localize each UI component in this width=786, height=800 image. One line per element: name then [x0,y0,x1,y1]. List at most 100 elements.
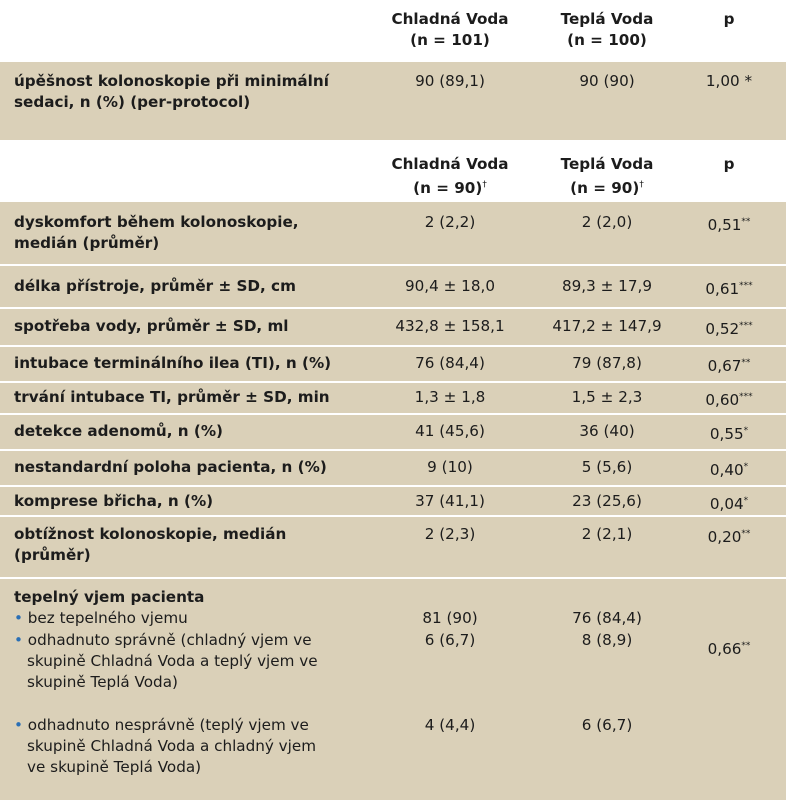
header2-col-cold-n: (n = 90)† [370,175,530,199]
p-mark: ** [741,358,751,368]
p-mark: * [743,496,749,506]
row-instrument-length: délka přístroje, průměr ± SD, cm 90,4 ± … [0,266,786,307]
cell-warm: 23 (25,6) [572,492,642,510]
cell-cold: 4 (4,4) [424,716,476,734]
row-label-line: sedaci, n (%) (per-protocol) [14,93,251,111]
p-value: 0,55 [709,425,744,443]
dagger-mark: † [482,180,487,190]
cell-p: 0,52*** [686,316,772,340]
row-label: spotřeba vody, průměr ± SD, ml [14,317,289,335]
row-label: délka přístroje, průměr ± SD, cm [14,277,296,295]
cell-cold: 9 (10) [427,458,473,476]
cell-cold: 2 (2,3) [424,525,476,543]
cell-p: 0,55* [686,421,772,445]
p-mark: *** [739,392,753,402]
cell-warm: 5 (5,6) [581,458,633,476]
thermal-item-text: skupině Chladná Voda a teplý vjem ve [27,652,318,670]
p-value: 0,61 [705,280,740,298]
row-divider [0,381,786,383]
cell-warm: 89,3 ± 17,9 [561,277,652,295]
p-mark: * [743,462,749,472]
cell-warm: 76 (84,4) [572,609,642,627]
row-divider [0,485,786,487]
row-label: úpěšnost kolonoskopie při minimální seda… [14,71,369,113]
cell-cold: 76 (84,4) [415,354,485,372]
header2-col-warm-name: Teplá Voda [560,155,654,173]
bullet-icon: • [14,716,23,734]
header-row-1: Chladná Voda (n = 101) Teplá Voda (n = 1… [0,0,786,62]
row-discomfort: dyskomfort během kolonoskopie, medián (p… [0,202,786,264]
row-divider [0,515,786,517]
cell-p: 0,66** [686,636,772,660]
cell-cold: 1,3 ± 1,8 [414,388,486,406]
p-value: 0,60 [705,391,740,409]
cell-p: 1,00 * [686,71,772,92]
thermal-item-none: • bez tepelného vjemu [14,608,369,629]
row-success: úpěšnost kolonoskopie při minimální seda… [0,62,786,140]
row-label: trvání intubace TI, průměr ± SD, min [14,388,330,406]
cell-cold: 2 (2,2) [424,213,476,231]
header-row-2: Chladná Voda (n = 90)† Teplá Voda (n = 9… [0,140,786,202]
row-divider [0,264,786,266]
thermal-heading: tepelný vjem pacienta [14,588,205,606]
cell-warm: 2 (2,1) [581,525,633,543]
row-label: dyskomfort během kolonoskopie, medián (p… [14,212,369,254]
cell-cold: 432,8 ± 158,1 [395,317,505,335]
header2-col-warm-n: (n = 90)† [532,175,682,199]
cell-warm: 36 (40) [579,422,635,440]
row-label: obtížnost kolonoskopie, medián (průměr) [14,524,369,566]
cell-warm: 8 (8,9) [581,631,633,649]
cell-warm: 417,2 ± 147,9 [552,317,662,335]
p-mark: ** [741,529,751,539]
cell-p: 0,61*** [686,276,772,300]
row-label: komprese břicha, n (%) [14,492,214,510]
p-value: 0,20 [707,528,742,546]
header-col-cold: Chladná Voda (n = 101) [370,9,530,51]
p-mark: *** [739,281,753,291]
thermal-item-text: odhadnuto nesprávně (teplý vjem ve [27,716,309,734]
cell-cold: 37 (41,1) [415,492,485,510]
cell-p: 0,51** [686,212,772,236]
p-mark: * [743,426,749,436]
thermal-item-correct: • odhadnuto správně (chladný vjem ve sku… [14,630,369,693]
cell-warm: 90 (90) [579,72,635,90]
row-divider [0,577,786,579]
row-label-line: úpěšnost kolonoskopie při minimální [14,72,329,90]
header2-col-warm-n-text: (n = 90) [570,179,640,197]
row-label-line: (průměr) [14,546,91,564]
row-label: nestandardní poloha pacienta, n (%) [14,458,327,476]
row-thermal-perception: tepelný vjem pacienta • bez tepelného vj… [0,579,786,800]
row-label: detekce adenomů, n (%) [14,422,223,440]
cell-cold: 6 (6,7) [424,631,476,649]
row-divider [0,449,786,451]
p-value: 0,66 [707,640,742,658]
p-mark: * [739,72,753,90]
header-col-cold-name: Chladná Voda [391,10,509,28]
dagger-mark: † [639,180,644,190]
cell-cold: 90,4 ± 18,0 [404,277,495,295]
cell-warm: 79 (87,8) [572,354,642,372]
header2-col-cold-n-text: (n = 90) [413,179,483,197]
row-colonoscopy-difficulty: obtížnost kolonoskopie, medián (průměr) … [0,517,786,577]
header-col-warm-name: Teplá Voda [560,10,654,28]
row-divider [0,413,786,415]
p-mark: ** [741,641,751,651]
row-adenoma-detection: detekce adenomů, n (%) 41 (45,6) 36 (40)… [0,415,786,449]
p-value: 0,67 [707,357,742,375]
cell-p: 0,20** [686,524,772,548]
row-label-line: dyskomfort během kolonoskopie, [14,213,299,231]
header2-col-cold-name: Chladná Voda [391,155,509,173]
bullet-icon: • [14,631,23,649]
p-value: 1,00 [705,72,740,90]
header-col-p: p [723,10,735,28]
p-mark: ** [741,217,751,227]
thermal-item-text: bez tepelného vjemu [27,609,188,627]
row-label-line: medián (průměr) [14,234,160,252]
row-ileum-intubation: intubace terminálního ilea (TI), n (%) 7… [0,347,786,381]
p-value: 0,51 [707,216,742,234]
row-intubation-duration: trvání intubace TI, průměr ± SD, min 1,3… [0,383,786,413]
cell-p: 0,40* [686,457,772,481]
row-divider [0,307,786,309]
cell-p: 0,60*** [686,387,772,411]
